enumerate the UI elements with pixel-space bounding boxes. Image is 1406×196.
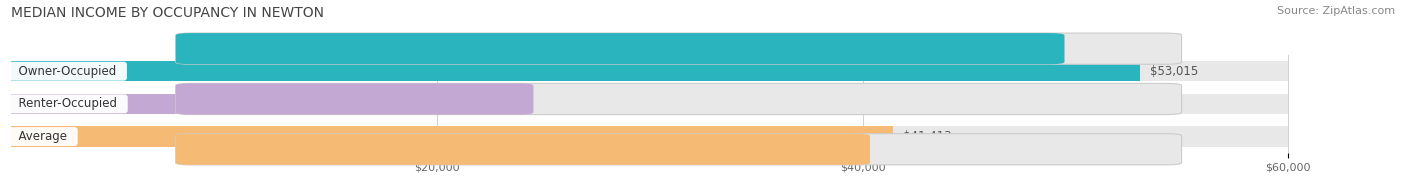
Bar: [11, 61, 1140, 81]
Bar: [11, 94, 1288, 114]
Text: $21,335: $21,335: [477, 97, 524, 110]
Text: $53,015: $53,015: [1150, 65, 1198, 78]
Bar: [11, 61, 1288, 81]
Text: Owner-Occupied: Owner-Occupied: [11, 65, 124, 78]
Bar: [11, 126, 893, 147]
Text: MEDIAN INCOME BY OCCUPANCY IN NEWTON: MEDIAN INCOME BY OCCUPANCY IN NEWTON: [11, 6, 325, 20]
Text: Source: ZipAtlas.com: Source: ZipAtlas.com: [1277, 6, 1395, 16]
Text: Average: Average: [11, 130, 75, 143]
Bar: [11, 94, 465, 114]
Text: $41,413: $41,413: [903, 130, 952, 143]
Text: Renter-Occupied: Renter-Occupied: [11, 97, 125, 110]
Bar: [11, 126, 1288, 147]
